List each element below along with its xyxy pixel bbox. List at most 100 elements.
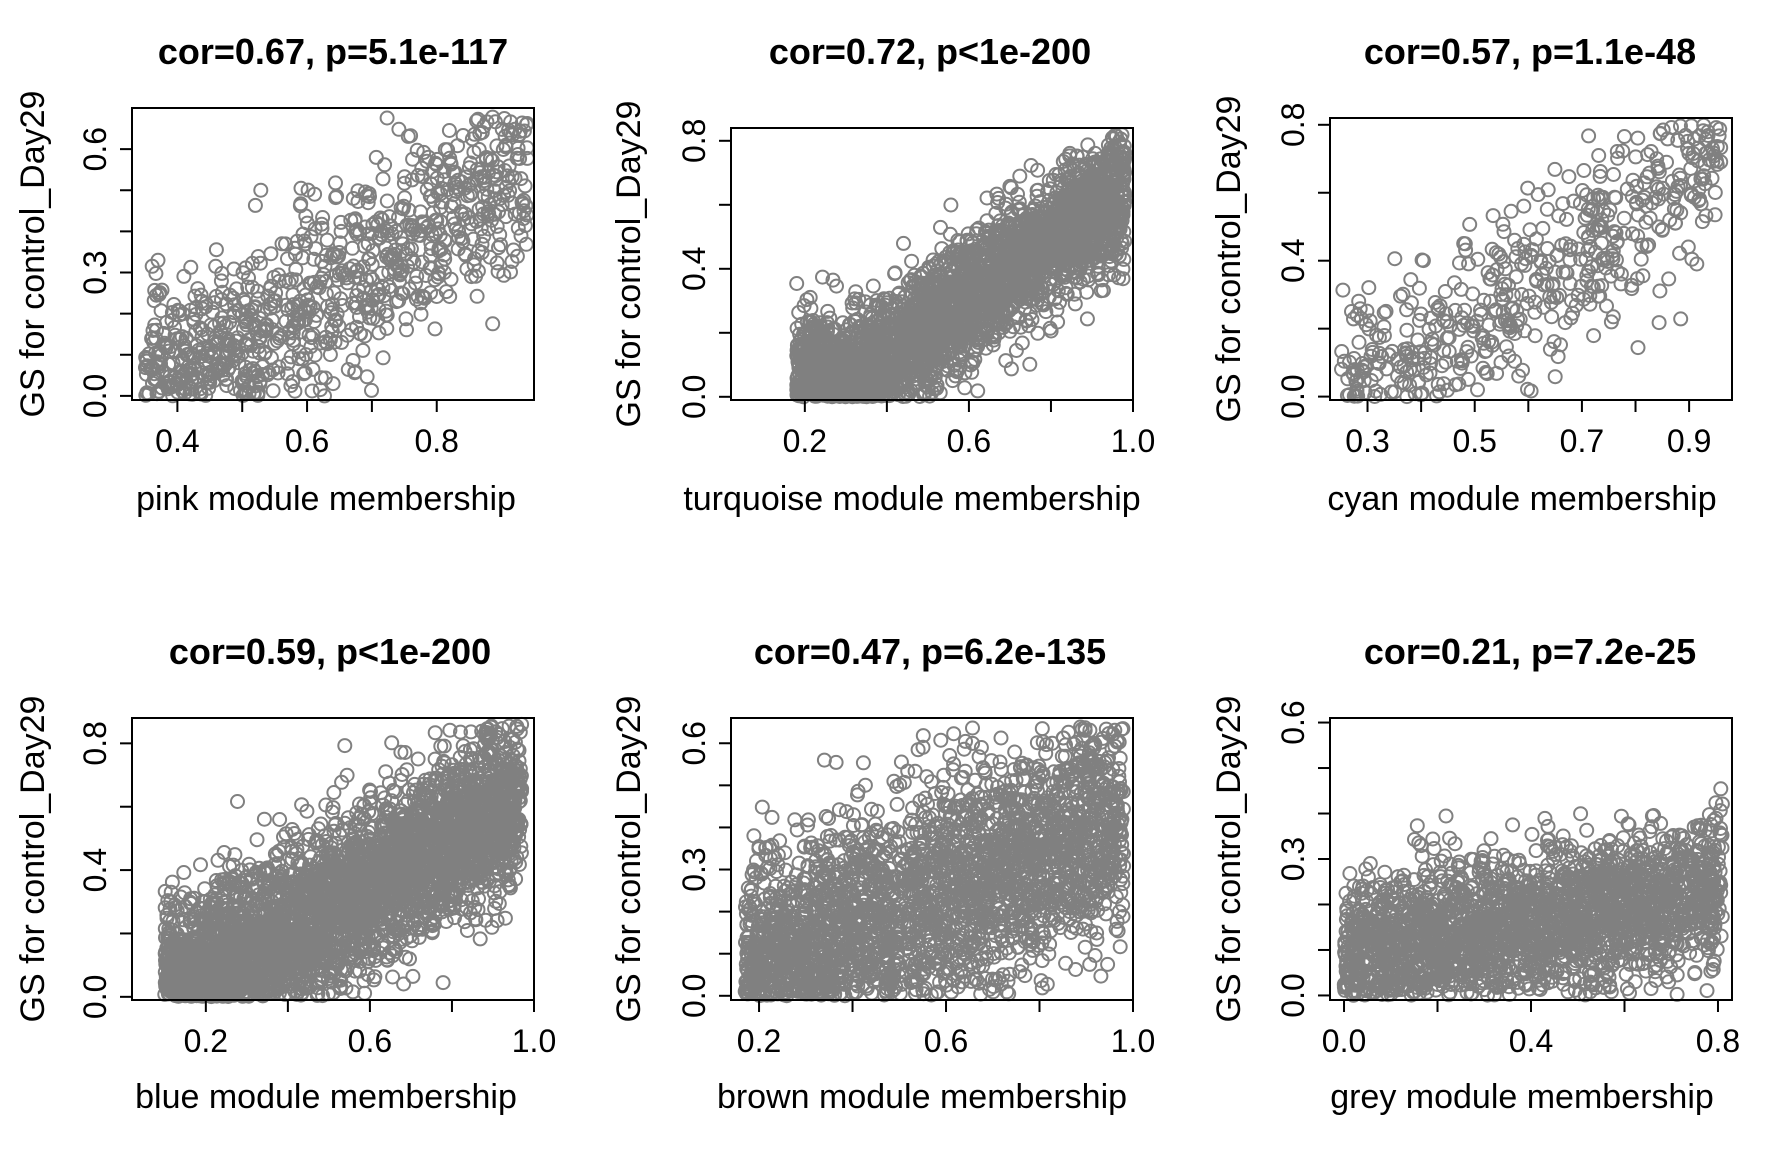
data-point [307,186,323,202]
data-point [357,328,373,344]
data-point [384,283,400,298]
data-point [238,368,254,384]
data-point [355,342,371,358]
data-point [391,293,407,309]
data-point [459,261,475,277]
data-point [219,378,235,394]
data-point [255,367,271,382]
data-point [309,307,324,323]
x-axis-label: pink module membership [136,480,516,518]
data-point [291,351,307,367]
data-point [498,179,514,195]
data-point [1457,302,1473,318]
data-point [305,361,321,377]
data-point [352,309,367,325]
x-axis-label: cyan module membership [1327,480,1716,518]
data-point [214,265,230,281]
data-point [461,177,477,193]
data-point [181,358,197,374]
data-point [1012,168,1028,184]
data-point [298,236,314,252]
data-point [240,279,256,295]
points [1334,117,1729,405]
data-point [283,349,299,365]
data-point [317,334,333,350]
data-point [470,111,486,127]
data-point [1465,286,1481,302]
data-point [313,370,329,386]
data-point [1651,219,1667,235]
data-point [393,230,409,246]
data-point [257,344,273,360]
data-point [300,297,316,313]
data-point [427,321,443,337]
data-point [442,289,458,304]
data-point [371,325,387,341]
data-point [1550,349,1566,365]
data-point [348,295,364,311]
data-point [1651,315,1667,331]
data-point [1630,340,1646,356]
data-point [333,214,349,230]
data-point [344,322,360,338]
data-point [1527,328,1543,344]
data-point [427,272,443,288]
y-tick-label: 0.0 [676,375,712,419]
data-point [335,298,350,313]
data-point [1411,280,1427,296]
data-point [396,175,412,191]
data-point [1661,271,1677,287]
data-point [347,269,363,285]
data-point [329,188,345,204]
data-point [1561,169,1577,185]
data-point [333,223,349,239]
data-point [235,265,251,281]
data-point [1591,148,1607,163]
x-axis: 0.3 0.5 0.7 0.9 [1345,399,1711,459]
data-point [375,350,391,366]
x-tick-label: 0.3 [1345,423,1389,459]
points [138,109,535,404]
data-point [330,272,346,288]
data-point [263,246,279,262]
data-point [504,254,520,269]
data-point [306,251,322,267]
data-point [485,316,501,332]
data-point [473,169,489,185]
x-tick-label: 0.6 [947,423,991,459]
data-point [1539,241,1555,256]
data-point [447,175,463,191]
data-point [393,200,409,216]
data-point [1079,311,1095,327]
data-point [368,149,384,165]
data-point [1630,130,1646,146]
data-point [357,238,372,254]
data-point [379,110,395,126]
points [789,127,1133,405]
data-point [340,362,356,377]
data-point [315,210,331,225]
data-point [469,288,485,304]
data-point [1470,382,1485,398]
data-point [410,168,426,183]
data-point [1664,120,1679,135]
data-point [1633,251,1649,267]
data-point [1547,161,1563,177]
data-point [457,246,473,262]
data-point [416,144,432,160]
data-point [397,190,413,206]
data-point [517,218,533,234]
data-point [408,291,424,307]
y-axis-label: GS for control_Day29 [610,101,648,428]
panel-title: cor=0.59, p<1e-200 [169,631,491,672]
data-point [496,267,512,283]
data-point [383,218,399,234]
data-point [502,183,518,199]
data-point [201,380,217,396]
data-point [194,322,210,338]
data-point [349,222,365,237]
data-point [357,184,373,200]
data-point [1399,322,1415,338]
data-point [198,387,214,403]
data-point [476,188,492,203]
